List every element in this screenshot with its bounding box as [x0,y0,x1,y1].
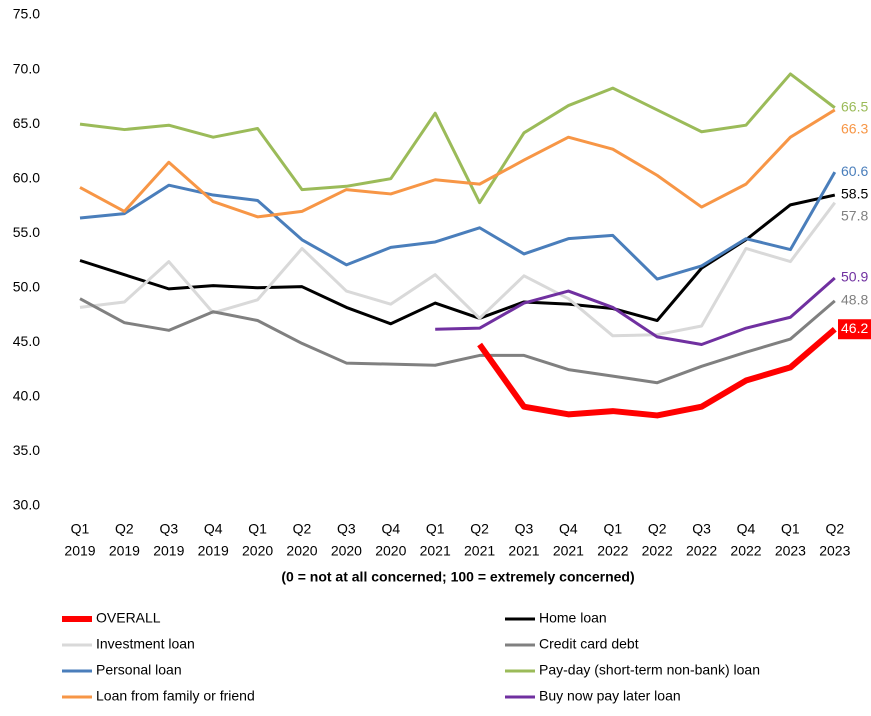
x-tick-label: Q4 [737,521,756,537]
legend-label: Buy now pay later loan [539,688,681,704]
y-tick-label: 70.0 [13,60,40,76]
y-tick-label: 65.0 [13,115,40,131]
x-tick-label: 2023 [819,543,850,559]
value-label: 66.3 [841,120,868,136]
x-tick-label: 2023 [775,543,806,559]
y-tick-label: 60.0 [13,169,40,185]
x-tick-label: Q2 [115,521,134,537]
series-line [79,193,836,326]
y-tick-label: 35.0 [13,442,40,458]
x-tick-label: Q3 [337,521,356,537]
x-tick-label: Q2 [293,521,312,537]
x-tick-label: Q3 [159,521,178,537]
series-line [79,201,836,338]
series-line [79,297,836,385]
x-tick-label: Q2 [825,521,844,537]
x-tick-label: Q1 [781,521,800,537]
value-label: 58.5 [841,186,868,202]
y-tick-label: 40.0 [13,388,40,404]
value-label: 46.2 [841,320,868,336]
value-label: 66.5 [841,98,868,114]
x-tick-label: 2019 [153,543,184,559]
y-tick-label: 30.0 [13,497,40,513]
y-tick-label: 45.0 [13,333,40,349]
legend-label: Pay-day (short-term non-bank) loan [539,662,760,678]
x-tick-label: 2020 [375,543,406,559]
value-label: 57.8 [841,208,868,224]
x-tick-label: 2020 [286,543,317,559]
x-tick-label: Q1 [248,521,267,537]
y-tick-label: 55.0 [13,224,40,240]
legend-label: Loan from family or friend [96,688,255,704]
x-tick-label: 2021 [420,543,451,559]
x-tick-label: 2020 [331,543,362,559]
value-label-box [838,319,871,340]
x-tick-label: Q4 [204,521,223,537]
series-line [79,108,836,219]
value-label: 48.8 [841,292,868,308]
x-tick-label: Q1 [603,521,622,537]
x-tick-label: Q1 [71,521,90,537]
value-label: 50.9 [841,269,868,285]
x-tick-label: Q3 [692,521,711,537]
legend-label: OVERALL [96,610,161,626]
value-label: 60.6 [841,163,868,179]
legend-label: Personal loan [96,662,182,678]
y-tick-label: 50.0 [13,278,40,294]
x-axis-label: (0 = not at all concerned; 100 = extreme… [281,569,634,585]
x-tick-label: 2020 [242,543,273,559]
x-tick-label: 2022 [597,543,628,559]
x-tick-label: 2022 [730,543,761,559]
x-tick-label: 2021 [553,543,584,559]
series-line [79,72,836,205]
x-tick-label: 2021 [464,543,495,559]
legend-label: Credit card debt [539,636,639,652]
x-tick-label: Q4 [559,521,578,537]
x-tick-label: 2022 [642,543,673,559]
series-line [435,276,836,347]
x-tick-label: 2021 [508,543,539,559]
series-line [79,171,837,281]
x-tick-label: 2019 [198,543,229,559]
series-line [477,326,837,419]
x-tick-label: Q2 [648,521,667,537]
x-tick-label: Q1 [426,521,445,537]
x-tick-label: 2019 [109,543,140,559]
x-tick-label: Q2 [470,521,489,537]
legend-label: Home loan [539,610,607,626]
x-tick-label: Q3 [515,521,534,537]
x-tick-label: 2019 [64,543,95,559]
legend-label: Investment loan [96,636,195,652]
y-tick-label: 75.0 [13,6,40,22]
x-tick-label: Q4 [381,521,400,537]
x-tick-label: 2022 [686,543,717,559]
